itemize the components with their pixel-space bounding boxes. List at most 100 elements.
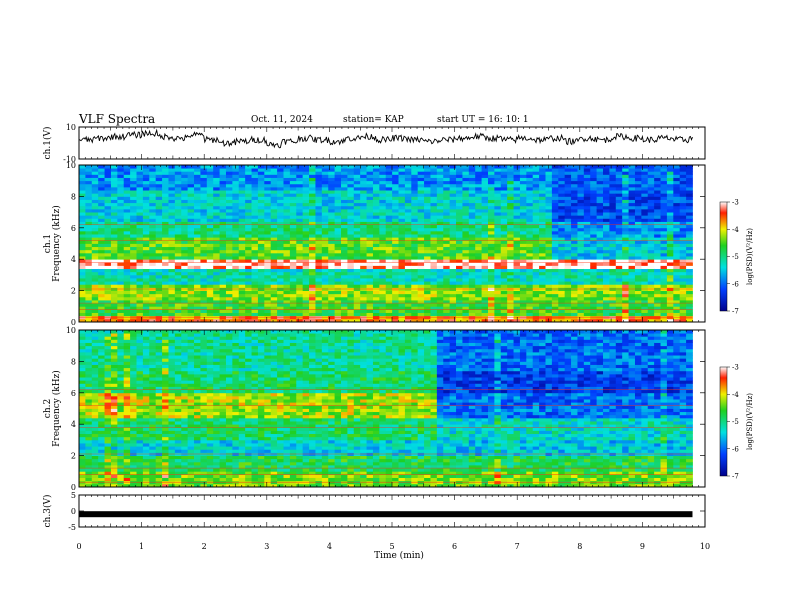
spectrogram-cell: [404, 249, 412, 254]
spectrogram-cell: [603, 268, 610, 273]
spectrogram-cell: [564, 303, 572, 307]
spectrogram-cell: [379, 243, 387, 248]
spectrogram-cell: [475, 224, 482, 229]
spectrogram-cell: [206, 252, 214, 257]
spectrogram-cell: [213, 303, 220, 307]
spectrogram-cell: [615, 171, 623, 175]
spectrogram-cell: [654, 262, 661, 266]
spectrogram-cell: [149, 303, 157, 307]
spectrogram-cell: [647, 249, 655, 254]
spectrogram-cell: [104, 303, 112, 307]
spectrogram-cell: [481, 224, 489, 229]
spectrogram-cell: [551, 215, 559, 219]
spectrogram-cell: [679, 243, 687, 248]
spectrogram-cell: [136, 256, 144, 260]
spectrogram-cell: [679, 177, 687, 182]
spectrogram-cell: [539, 193, 546, 197]
spectrogram-cell: [666, 199, 674, 204]
spectrogram-cell: [206, 196, 214, 200]
spectrogram-cell: [149, 268, 157, 273]
spectrogram-cell: [142, 168, 150, 172]
spectrogram-cell: [666, 237, 674, 241]
spectrogram-cell: [641, 265, 649, 270]
spectrogram-cell: [500, 259, 508, 263]
spectrogram-cell: [296, 249, 304, 254]
spectrogram-cell: [110, 318, 118, 323]
spectrogram-cell: [571, 183, 578, 188]
spectrogram-cell: [507, 202, 514, 207]
spectrogram-cell: [168, 271, 176, 276]
spectrogram-cell: [296, 180, 304, 185]
spectrogram-cell: [277, 215, 284, 219]
spectrogram-cell: [85, 411, 93, 416]
spectrogram-cell: [654, 312, 661, 317]
spectrogram-cell: [142, 212, 150, 216]
spectrogram-cell: [647, 221, 655, 226]
spectrogram-cell: [130, 259, 137, 263]
spectrogram-cell: [225, 215, 233, 219]
spectrogram-cell: [315, 193, 323, 197]
spectrogram-cell: [404, 186, 412, 191]
spectrogram-cell: [654, 180, 661, 185]
spectrogram-cell: [487, 252, 495, 257]
spectrogram-cell: [545, 312, 553, 317]
spectrogram-cell: [379, 246, 387, 251]
spectrogram-cell: [507, 224, 514, 229]
spectrogram-cell: [245, 193, 252, 197]
spectrogram-cell: [98, 399, 105, 403]
spectrogram-cell: [213, 278, 220, 282]
spectrogram-cell: [315, 230, 323, 235]
spectrogram-cell: [315, 240, 323, 244]
spectrogram-cell: [142, 246, 150, 251]
spectrogram-cell: [372, 278, 380, 282]
spectrogram-cell: [673, 208, 681, 213]
spectrogram-cell: [372, 205, 380, 210]
spectrogram-cell: [468, 284, 476, 288]
spectrogram-cell: [641, 215, 649, 219]
spectrogram-cell: [411, 296, 419, 301]
spectrogram-cell: [194, 246, 201, 251]
spectrogram-cell: [583, 230, 591, 235]
spectrogram-cell: [200, 284, 208, 288]
spectrogram-cell: [136, 199, 144, 204]
spectrogram-cell: [213, 240, 220, 244]
spectrogram-cell: [385, 262, 393, 266]
spectrogram-cell: [372, 303, 380, 307]
spectrogram-cell: [162, 237, 169, 241]
spectrogram-cell: [666, 186, 674, 191]
spectrogram-cell: [372, 293, 380, 298]
spectrogram-cell: [596, 300, 604, 304]
spectrogram-cell: [500, 199, 508, 204]
spectrogram-cell: [558, 312, 566, 317]
spectrogram-cell: [232, 256, 240, 260]
spectrogram-cell: [104, 243, 112, 248]
spectrogram-cell: [583, 265, 591, 270]
spectrogram-cell: [513, 306, 521, 310]
spectrogram-cell: [264, 259, 272, 263]
spectrogram-cell: [328, 318, 336, 323]
spectrogram-cell: [341, 190, 348, 194]
spectrogram-cell: [79, 389, 86, 394]
spectrogram-cell: [660, 224, 668, 229]
spectrogram-cell: [251, 256, 259, 260]
spectrogram-cell: [468, 243, 476, 248]
spectrogram-cell: [98, 474, 105, 478]
spectrogram-cell: [564, 281, 572, 285]
spectrogram-cell: [289, 281, 297, 285]
spectrogram-cell: [149, 300, 157, 304]
spectrogram-cell: [628, 168, 636, 172]
spectrogram-cell: [104, 252, 112, 257]
spectrogram-cell: [219, 306, 227, 310]
spectrogram-cell: [149, 183, 157, 188]
spectrogram-cell: [571, 274, 578, 279]
spectrogram-cell: [628, 318, 636, 323]
spectrogram-cell: [551, 171, 559, 175]
spectrogram-cell: [456, 177, 463, 182]
spectrogram-cell: [436, 240, 444, 244]
spectrogram-cell: [609, 243, 617, 248]
spectrogram-cell: [583, 190, 591, 194]
spectrogram-cell: [679, 296, 687, 301]
spectrogram-cell: [513, 303, 521, 307]
spectrogram-cell: [91, 392, 99, 397]
spectrogram-cell: [232, 293, 240, 298]
